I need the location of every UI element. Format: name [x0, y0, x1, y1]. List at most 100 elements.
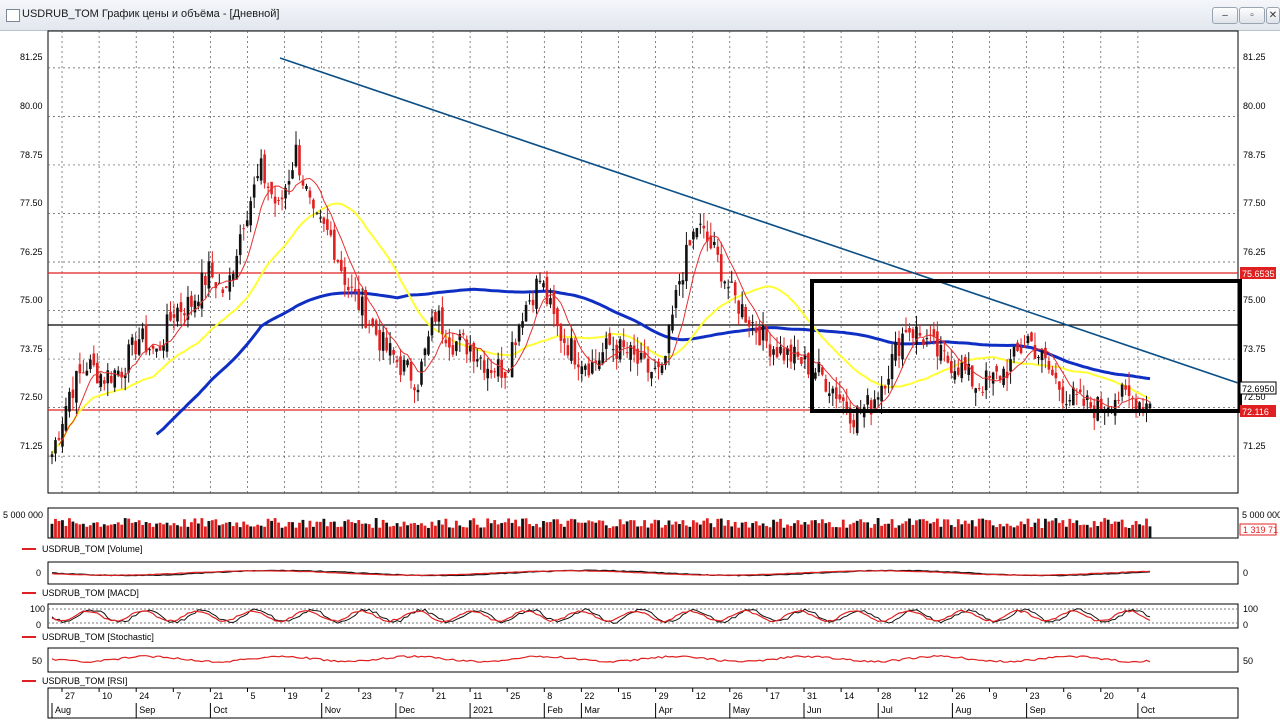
volume-bar — [427, 527, 430, 538]
minimize-button[interactable]: – — [1212, 7, 1238, 24]
candle — [563, 328, 566, 356]
volume-bar — [1002, 526, 1005, 538]
candle — [789, 339, 793, 369]
volume-bar — [939, 526, 943, 538]
time-month-label: Aug — [955, 705, 971, 715]
volume-bar — [1019, 521, 1023, 538]
volume-bar — [563, 526, 566, 538]
candle — [890, 344, 894, 390]
volume-bar — [1064, 526, 1068, 538]
volume-bar — [580, 522, 584, 538]
volume-bar — [664, 524, 667, 538]
volume-bar — [148, 523, 151, 538]
candle — [556, 306, 559, 336]
rsi-pane — [47, 647, 1239, 673]
volume-bar — [1061, 520, 1065, 538]
volume-bar — [113, 524, 117, 538]
volume-bar — [312, 526, 315, 538]
volume-bar — [618, 519, 622, 538]
candle — [1026, 333, 1030, 346]
horizontal-gridlines — [48, 67, 1238, 457]
volume-bar — [758, 525, 761, 538]
candle — [364, 286, 368, 329]
volume-bar — [325, 526, 329, 538]
time-day-label: 31 — [807, 691, 817, 701]
volume-bar — [315, 521, 319, 538]
candle — [674, 284, 678, 318]
volume-bar — [977, 518, 981, 538]
candle — [876, 392, 880, 408]
volume-bar — [1145, 518, 1148, 538]
candle — [1061, 378, 1065, 413]
volume-bar — [935, 518, 939, 538]
candle — [566, 338, 570, 359]
candle — [991, 371, 995, 396]
volume-bar — [845, 527, 849, 538]
volume-bar — [259, 525, 263, 538]
volume-bar — [130, 522, 134, 538]
time-day-label: 11 — [473, 691, 482, 701]
macd-tick-right: 0 — [1243, 568, 1248, 578]
volume-bar — [643, 520, 646, 538]
volume-bar — [123, 518, 127, 538]
volume-bar — [897, 525, 901, 538]
level-marker: 72.116 — [1242, 407, 1269, 417]
candle — [423, 347, 427, 367]
candle — [57, 431, 61, 442]
candle — [1138, 401, 1141, 416]
candle — [224, 286, 228, 289]
time-day-label: 6 — [1067, 691, 1072, 701]
time-day-label: 7 — [399, 691, 404, 701]
candle — [493, 367, 496, 379]
consolidation-box[interactable] — [810, 279, 1242, 413]
volume-bar — [350, 522, 354, 538]
stoch-tick-left: 100 — [30, 604, 45, 614]
volume-bar — [141, 524, 145, 538]
maximize-button[interactable]: ▫ — [1239, 7, 1265, 24]
chart-window-icon — [6, 9, 20, 22]
level-marker-bg — [1240, 267, 1276, 279]
volume-bar — [747, 527, 751, 538]
candle — [489, 358, 493, 379]
price-axis-left: 81.25 80.00 78.75 77.50 76.25 75.00 73.7… — [20, 52, 43, 451]
volume-bar — [319, 521, 322, 538]
volume-bar — [54, 518, 57, 538]
volume-bar — [789, 525, 793, 538]
volume-bar — [245, 524, 249, 538]
volume-bar — [109, 524, 113, 538]
volume-bar — [416, 524, 420, 538]
volume-bar — [392, 525, 395, 538]
candle — [176, 303, 179, 327]
candle — [427, 330, 430, 357]
candle — [496, 352, 500, 383]
volume-bar — [911, 524, 915, 538]
stoch-tick-right: 100 — [1243, 604, 1258, 614]
candle — [594, 349, 598, 371]
volume-bar — [207, 521, 211, 538]
candle — [1037, 354, 1040, 365]
volume-bar — [336, 526, 340, 538]
volume-bar — [329, 521, 333, 538]
candle — [207, 251, 211, 298]
candle — [392, 347, 395, 364]
candle — [458, 329, 462, 352]
descending-trendline[interactable] — [279, 57, 1239, 384]
candle — [448, 328, 451, 361]
candle — [301, 175, 305, 189]
candle — [977, 383, 981, 392]
candle — [71, 376, 75, 410]
volume-bar — [974, 526, 978, 538]
volume-bar — [95, 522, 99, 538]
candle — [636, 337, 639, 376]
candle — [866, 388, 869, 412]
volume-bar — [810, 520, 814, 538]
volume-bar — [277, 522, 280, 538]
volume-bar — [155, 523, 158, 538]
candle — [573, 337, 577, 370]
candle — [580, 360, 584, 382]
volume-bar — [78, 524, 82, 538]
price-tick: 77.50 — [20, 198, 43, 208]
volume-bar — [343, 521, 347, 538]
candle — [1019, 338, 1023, 355]
